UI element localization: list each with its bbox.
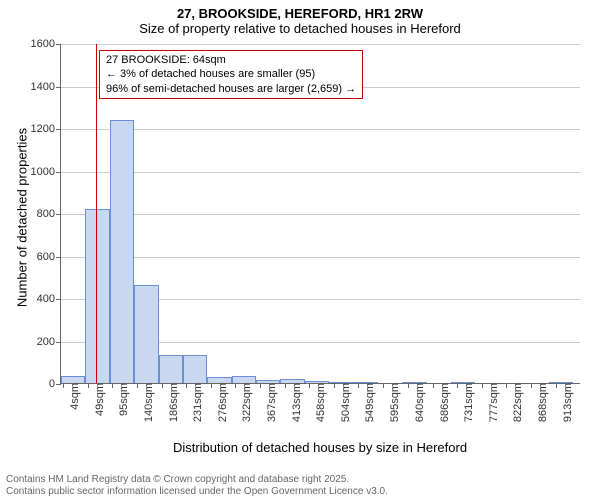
y-axis-label: Number of detached properties (15, 118, 30, 318)
footer-line2: Contains public sector information licen… (6, 486, 388, 498)
x-tick-label: 686sqm (437, 383, 451, 422)
x-tick (162, 383, 163, 388)
y-tick-label: 800 (37, 208, 61, 220)
x-tick-label: 822sqm (510, 383, 524, 422)
y-tick-label: 1400 (31, 81, 61, 93)
x-tick (433, 383, 434, 388)
x-tick-label: 95sqm (116, 383, 130, 416)
annotation-box: 27 BROOKSIDE: 64sqm← 3% of detached hous… (99, 50, 363, 99)
grid-line (61, 257, 580, 258)
x-tick-label: 231sqm (190, 383, 204, 422)
x-tick-label: 731sqm (461, 383, 475, 422)
y-tick-label: 200 (37, 336, 61, 348)
x-tick (112, 383, 113, 388)
chart-subtitle: Size of property relative to detached ho… (0, 21, 600, 40)
footer-attribution: Contains HM Land Registry data © Crown c… (6, 474, 388, 498)
y-tick-label: 1600 (31, 38, 61, 50)
x-tick (285, 383, 286, 388)
x-tick-label: 504sqm (338, 383, 352, 422)
x-tick-label: 186sqm (166, 383, 180, 422)
plot-area: 020040060080010001200140016004sqm49sqm95… (60, 44, 580, 384)
x-tick (408, 383, 409, 388)
x-tick-label: 458sqm (313, 383, 327, 422)
marker-line (96, 44, 97, 383)
y-tick-label: 600 (37, 251, 61, 263)
x-tick-label: 549sqm (362, 383, 376, 422)
x-tick-label: 640sqm (412, 383, 426, 422)
x-tick (260, 383, 261, 388)
x-tick (186, 383, 187, 388)
x-tick (383, 383, 384, 388)
annotation-line2: ← 3% of detached houses are smaller (95) (106, 67, 356, 81)
x-tick (358, 383, 359, 388)
x-tick (457, 383, 458, 388)
x-tick (88, 383, 89, 388)
x-tick (63, 383, 64, 388)
x-tick-label: 413sqm (289, 383, 303, 422)
x-tick-label: 276sqm (215, 383, 229, 422)
x-tick (482, 383, 483, 388)
x-tick-label: 367sqm (264, 383, 278, 422)
y-tick-label: 0 (49, 378, 61, 390)
y-tick-label: 400 (37, 293, 61, 305)
x-tick-label: 913sqm (560, 383, 574, 422)
histogram-bar (110, 120, 134, 384)
grid-line (61, 129, 580, 130)
x-tick (334, 383, 335, 388)
x-tick-label: 322sqm (239, 383, 253, 422)
chart-title: 27, BROOKSIDE, HEREFORD, HR1 2RW (0, 0, 600, 21)
x-tick-label: 868sqm (535, 383, 549, 422)
x-tick (506, 383, 507, 388)
histogram-bar (159, 355, 183, 383)
histogram-bar (183, 355, 207, 383)
x-tick (235, 383, 236, 388)
x-tick (531, 383, 532, 388)
x-tick (211, 383, 212, 388)
grid-line (61, 172, 580, 173)
x-tick-label: 140sqm (141, 383, 155, 422)
chart-container: 27, BROOKSIDE, HEREFORD, HR1 2RW Size of… (0, 0, 600, 500)
grid-line (61, 44, 580, 45)
histogram-bar (85, 209, 109, 383)
x-tick-label: 4sqm (67, 383, 81, 410)
x-tick (137, 383, 138, 388)
annotation-line3: 96% of semi-detached houses are larger (… (106, 82, 356, 96)
x-tick-label: 49sqm (92, 383, 106, 416)
x-tick-label: 595sqm (387, 383, 401, 422)
histogram-bar (134, 285, 158, 383)
histogram-bar (232, 376, 256, 383)
footer-line1: Contains HM Land Registry data © Crown c… (6, 474, 388, 486)
x-axis-label: Distribution of detached houses by size … (60, 440, 580, 455)
x-tick (556, 383, 557, 388)
annotation-line1: 27 BROOKSIDE: 64sqm (106, 53, 356, 67)
x-tick-label: 777sqm (486, 383, 500, 422)
grid-line (61, 214, 580, 215)
histogram-bar (61, 376, 85, 383)
y-tick-label: 1000 (31, 166, 61, 178)
y-tick-label: 1200 (31, 123, 61, 135)
x-tick (309, 383, 310, 388)
